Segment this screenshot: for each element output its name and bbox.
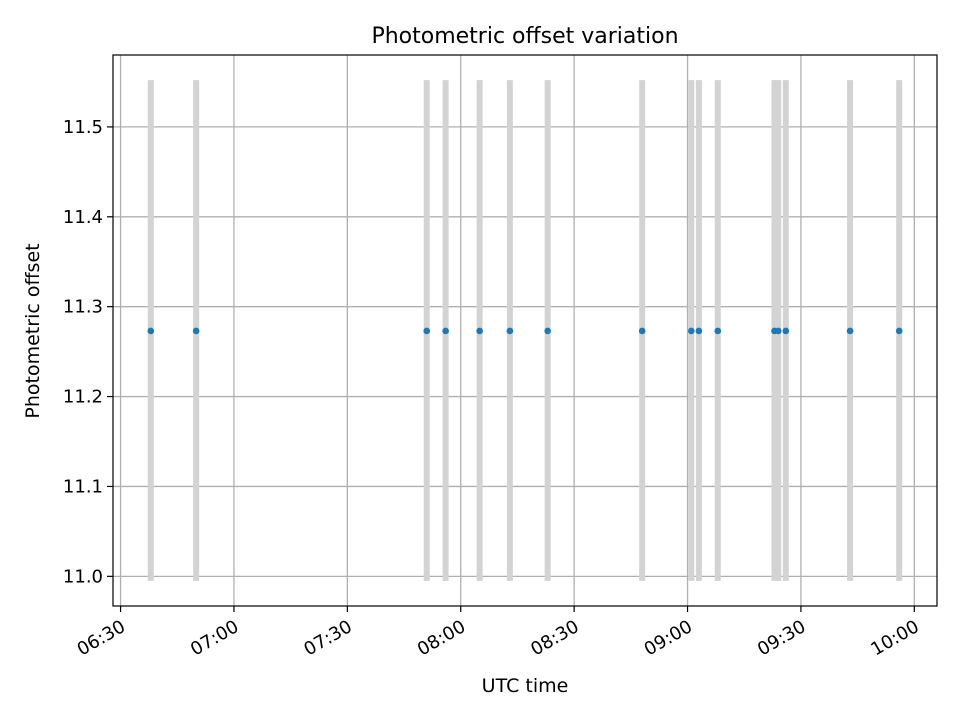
y-tick-label: 11.0 [63, 566, 103, 587]
data-point [688, 327, 695, 335]
data-point [895, 327, 903, 335]
x-tick-label: 09:30 [754, 616, 809, 660]
y-tick-label: 11.1 [63, 476, 103, 497]
grid [113, 55, 937, 606]
x-axis-ticks: 06:30 07:00 07:30 08:00 08:30 09:00 09:30 10:00 [74, 606, 923, 660]
x-tick-label: 09:00 [641, 616, 696, 660]
x-tick-label: 08:00 [414, 616, 469, 660]
y-tick-label: 11.2 [63, 387, 103, 408]
data-point [782, 327, 790, 335]
data-point [846, 327, 854, 335]
data-point [476, 327, 483, 335]
x-tick-label: 07:00 [187, 616, 242, 660]
x-tick-label: 10:00 [867, 616, 922, 660]
data-point [774, 327, 782, 335]
data-point [506, 327, 514, 335]
y-axis-label: Photometric offset [22, 243, 44, 418]
x-tick-label: 06:30 [74, 616, 129, 660]
x-tick-label: 07:30 [300, 616, 355, 660]
data-point [192, 327, 200, 335]
data-point [714, 327, 722, 335]
plot-frame [112, 54, 938, 607]
chart-title: Photometric offset variation [371, 24, 678, 49]
data-point [423, 327, 431, 335]
y-axis-ticks: 11.0 11.1 11.2 11.3 11.4 11.5 [63, 117, 113, 587]
data-points [147, 327, 903, 335]
data-point [147, 327, 155, 335]
y-tick-label: 11.4 [63, 207, 103, 228]
data-point [442, 327, 449, 335]
x-tick-label: 08:30 [527, 616, 582, 660]
data-point [544, 327, 551, 335]
y-tick-label: 11.5 [63, 117, 103, 138]
y-tick-label: 11.3 [63, 297, 103, 318]
data-point [695, 327, 703, 335]
data-point [638, 327, 646, 335]
x-axis-label: UTC time [482, 675, 569, 697]
